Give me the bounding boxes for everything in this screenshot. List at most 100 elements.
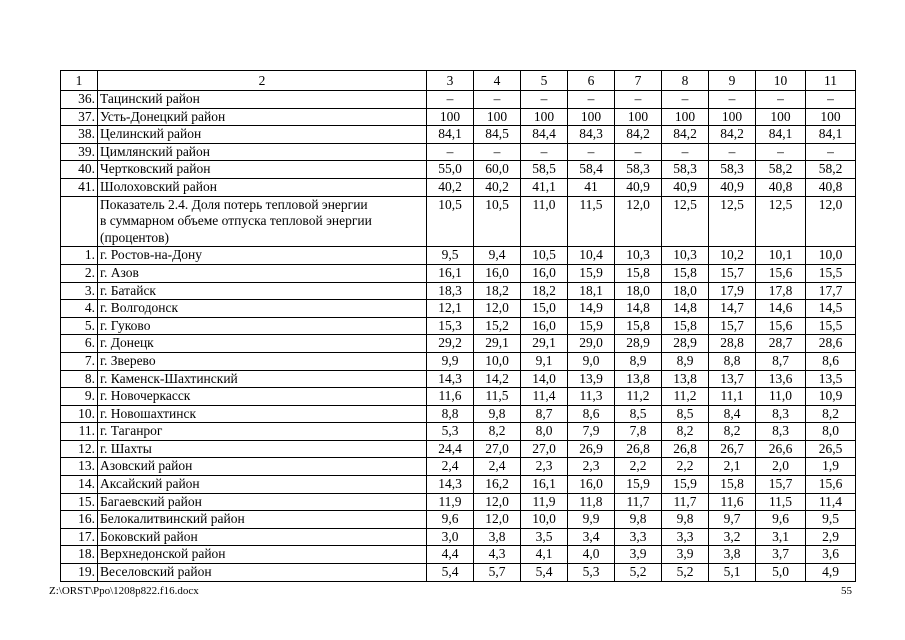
column-header: 3 <box>426 70 474 91</box>
value-cell: 14,7 <box>708 299 756 318</box>
value-cell: 11,0 <box>520 195 568 248</box>
value-cell: 11,1 <box>708 387 756 406</box>
table-row: 37. Усть-Донецкий район 100 100 100 100 100 100… <box>60 107 856 127</box>
value-cell: 11,2 <box>614 387 662 406</box>
value-cell: 17,7 <box>805 281 856 301</box>
value-cell: 29,2 <box>426 334 474 353</box>
value-cell: 12,0 <box>473 492 521 512</box>
value-cell: 9,8 <box>473 404 521 424</box>
value-cell: 4,1 <box>520 545 568 565</box>
value-cell: 40,9 <box>708 177 756 197</box>
value-cell: 12,0 <box>473 299 521 318</box>
row-number-cell: 1. <box>60 246 98 265</box>
value-cell: 15,9 <box>567 263 615 283</box>
row-number-cell: 6. <box>60 334 98 353</box>
column-header: 2 <box>97 70 427 91</box>
row-number-cell: 8. <box>60 369 98 389</box>
value-cell: 3,8 <box>473 527 521 547</box>
value-cell: 26,5 <box>805 439 856 459</box>
row-name-cell: Усть-Донецкий район <box>97 107 427 127</box>
value-cell: 14,0 <box>520 369 568 389</box>
value-cell: – <box>805 90 856 109</box>
row-number-cell: 19. <box>60 563 98 582</box>
value-cell: 10,3 <box>661 246 709 265</box>
value-cell: 11,5 <box>755 492 806 512</box>
value-cell: 5,3 <box>567 563 615 582</box>
value-cell: 13,6 <box>755 369 806 389</box>
row-number-cell: 2. <box>60 263 98 283</box>
value-cell: 5,3 <box>426 422 474 441</box>
value-cell: 16,1 <box>426 263 474 283</box>
value-cell: 100 <box>473 107 521 127</box>
value-cell: 5,2 <box>614 563 662 582</box>
value-cell: 9,4 <box>473 246 521 265</box>
value-cell: 84,1 <box>755 125 806 144</box>
value-cell: 100 <box>708 107 756 127</box>
value-cell: 100 <box>520 107 568 127</box>
value-cell: 40,8 <box>755 177 806 197</box>
value-cell: 3,3 <box>614 527 662 547</box>
row-number-cell: 12. <box>60 439 98 459</box>
value-cell: – <box>473 90 521 109</box>
table-row: 11. г. Таганрог 5,3 8,2 8,0 7,9 7,8 8,2 8,2 8,3 8,… <box>60 422 856 441</box>
value-cell: 2,0 <box>755 457 806 477</box>
value-cell: 14,3 <box>426 475 474 494</box>
table-row: 2. г. Азов 16,1 16,0 16,0 15,9 15,8 15,8 15,7 15,… <box>60 263 856 283</box>
value-cell: 8,2 <box>805 404 856 424</box>
value-cell: – <box>805 142 856 162</box>
value-cell: 11,8 <box>567 492 615 512</box>
row-number-cell: 39. <box>60 142 98 162</box>
value-cell: 84,2 <box>661 125 709 144</box>
value-cell: 9,9 <box>567 510 615 529</box>
value-cell: 40,9 <box>614 177 662 197</box>
row-number-cell: 10. <box>60 404 98 424</box>
value-cell: 10,3 <box>614 246 662 265</box>
value-cell: 100 <box>614 107 662 127</box>
value-cell: 10,5 <box>426 195 474 248</box>
value-cell: 26,6 <box>755 439 806 459</box>
value-cell: 58,4 <box>567 160 615 179</box>
value-cell: 3,3 <box>661 527 709 547</box>
value-cell: 18,1 <box>567 281 615 301</box>
value-cell: 18,0 <box>614 281 662 301</box>
value-cell: 7,8 <box>614 422 662 441</box>
table-row: 8. г. Каменск-Шахтинский 14,3 14,2 14,0 13,9 1… <box>60 369 856 389</box>
table-row: 36. Тацинский район – – – – – – – – – <box>60 90 856 109</box>
value-cell: 4,9 <box>805 563 856 582</box>
value-cell: 2,2 <box>661 457 709 477</box>
value-cell: 15,9 <box>614 475 662 494</box>
value-cell: 18,3 <box>426 281 474 301</box>
value-cell: – <box>708 90 756 109</box>
value-cell: 40,2 <box>426 177 474 197</box>
value-cell: – <box>755 142 806 162</box>
value-cell: 29,0 <box>567 334 615 353</box>
column-header: 1 <box>60 70 98 91</box>
value-cell: 2,4 <box>426 457 474 477</box>
value-cell: 100 <box>805 107 856 127</box>
row-name-cell: г. Шахты <box>97 439 427 459</box>
value-cell: – <box>426 142 474 162</box>
value-cell: 8,8 <box>426 404 474 424</box>
table-row: 14. Аксайский район 14,3 16,2 16,1 16,0 15,9 15… <box>60 475 856 494</box>
table-row: 1. г. Ростов-на-Дону 9,5 9,4 10,5 10,4 10,3 10,… <box>60 246 856 265</box>
value-cell: 9,1 <box>520 351 568 371</box>
value-cell: 3,4 <box>567 527 615 547</box>
column-header: 7 <box>614 70 662 91</box>
row-name-cell: г. Донецк <box>97 334 427 353</box>
row-name-cell: г. Зверево <box>97 351 427 371</box>
value-cell: 58,3 <box>661 160 709 179</box>
row-number-cell: 18. <box>60 545 98 565</box>
value-cell: 9,0 <box>567 351 615 371</box>
value-cell: 4,3 <box>473 545 521 565</box>
value-cell: 8,9 <box>614 351 662 371</box>
value-cell: 5,7 <box>473 563 521 582</box>
value-cell: 5,2 <box>661 563 709 582</box>
footer-file-path: Z:\ORST\Ppo\1208p822.f16.docx <box>49 585 199 597</box>
value-cell: 15,8 <box>661 263 709 283</box>
value-cell: 11,0 <box>755 387 806 406</box>
table-row: 39. Цимлянский район – – – – – – – – – <box>60 142 856 162</box>
value-cell: 16,0 <box>520 263 568 283</box>
value-cell: 11,6 <box>708 492 756 512</box>
value-cell: 11,7 <box>614 492 662 512</box>
value-cell: 9,6 <box>755 510 806 529</box>
